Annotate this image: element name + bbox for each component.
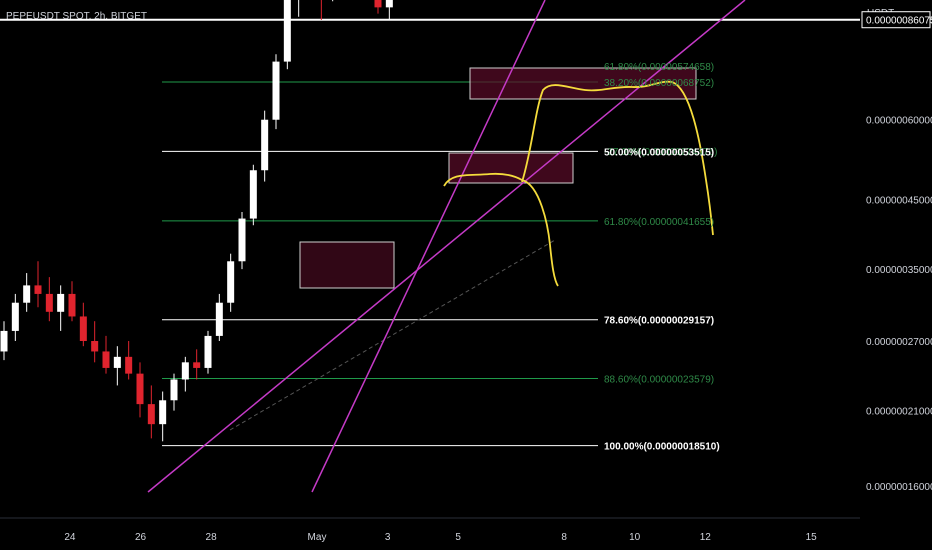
y-tick-label: 0.00000035000 <box>866 265 932 276</box>
fib-label: 38.20%(0.00000068752) <box>604 78 714 89</box>
y-tick-label: 0.00000016000 <box>866 482 932 493</box>
trendline-lower[interactable] <box>147 0 746 493</box>
x-tick-label: 26 <box>135 532 147 543</box>
x-tick-label: 5 <box>455 532 461 543</box>
candle-body <box>79 316 87 341</box>
projection-paths[interactable] <box>443 80 714 287</box>
chart-title: PEPEUSDT SPOT, 2h, BITGET <box>6 11 147 22</box>
price-tag-label: 0.00000086075 <box>866 16 932 27</box>
fib-label: 100.00%(0.00000018510) <box>604 442 720 453</box>
horizontal-levels[interactable] <box>0 0 860 431</box>
candle-body <box>215 302 223 336</box>
candle-body <box>113 356 121 368</box>
candle-body <box>261 119 269 171</box>
x-tick-label: 28 <box>206 532 218 543</box>
fib-label: -27.00%(0.00000274476) <box>604 147 717 158</box>
candle-body <box>136 373 144 405</box>
candle-body <box>374 0 382 8</box>
candle-body <box>193 362 201 368</box>
candle-body <box>45 293 53 312</box>
candle-body <box>102 351 110 368</box>
candle-body <box>238 218 246 262</box>
price-tag-box[interactable] <box>861 11 931 29</box>
fib-label: 61.80%(0.00000041655) <box>604 217 714 228</box>
candle-body <box>57 293 65 312</box>
projection-path-short[interactable] <box>443 172 559 287</box>
time-axis[interactable]: 24 26 28 May 3 5 8 10 12 15 <box>0 517 860 543</box>
x-tick-label: 10 <box>629 532 641 543</box>
x-tick-label: 24 <box>64 532 76 543</box>
candle-body <box>68 293 76 317</box>
candle-body <box>23 285 31 303</box>
fibonacci-retracement[interactable] <box>162 0 598 447</box>
candle-body <box>147 404 155 425</box>
candlesticks <box>0 0 393 442</box>
candle-body <box>283 0 291 62</box>
x-tick-label: 3 <box>385 532 391 543</box>
zone-consolidation[interactable] <box>299 241 395 289</box>
y-tick-label: 0.00000021000 <box>866 407 932 418</box>
projection-path-long[interactable] <box>521 80 714 236</box>
y-tick-label: 0.00000060000 <box>866 116 932 127</box>
candle-body <box>34 285 42 294</box>
x-tick-label: 15 <box>806 532 818 543</box>
candle-body <box>125 356 133 374</box>
price-axis[interactable]: 0.000008000000.000004500000.000003500000… <box>861 0 932 493</box>
fib-label: 88.60%(0.00000023579) <box>604 375 714 386</box>
candle-body <box>272 61 280 120</box>
fib-label: 50.00%(0.00000053515) <box>604 147 714 158</box>
y-tick-label: 0.00000045000 <box>866 195 932 206</box>
candle-body <box>181 362 189 380</box>
fib-label: 78.60%(0.00000029157) <box>604 316 714 327</box>
supply-zones[interactable] <box>299 67 697 289</box>
x-tick-label: 12 <box>700 532 712 543</box>
candle-body <box>227 261 235 303</box>
candle-body <box>204 335 212 368</box>
trendline-steep[interactable] <box>311 0 546 493</box>
candle-body <box>11 302 19 331</box>
candle-body <box>159 400 167 425</box>
candle-body <box>385 0 393 8</box>
candle-body <box>249 170 257 219</box>
candle-body <box>170 379 178 401</box>
trendlines[interactable] <box>147 0 746 493</box>
x-tick-label: May <box>308 532 327 543</box>
fib-label: 61.80%(0.00000574658) <box>604 62 714 73</box>
fibonacci-labels: 61.80%(0.00000574658) -27.00%(0.000002744… <box>604 62 720 453</box>
y-tick-label: 0.00000027000 <box>866 337 932 348</box>
x-tick-label: 8 <box>561 532 567 543</box>
candle-body <box>0 330 8 352</box>
candle-body <box>91 340 99 352</box>
